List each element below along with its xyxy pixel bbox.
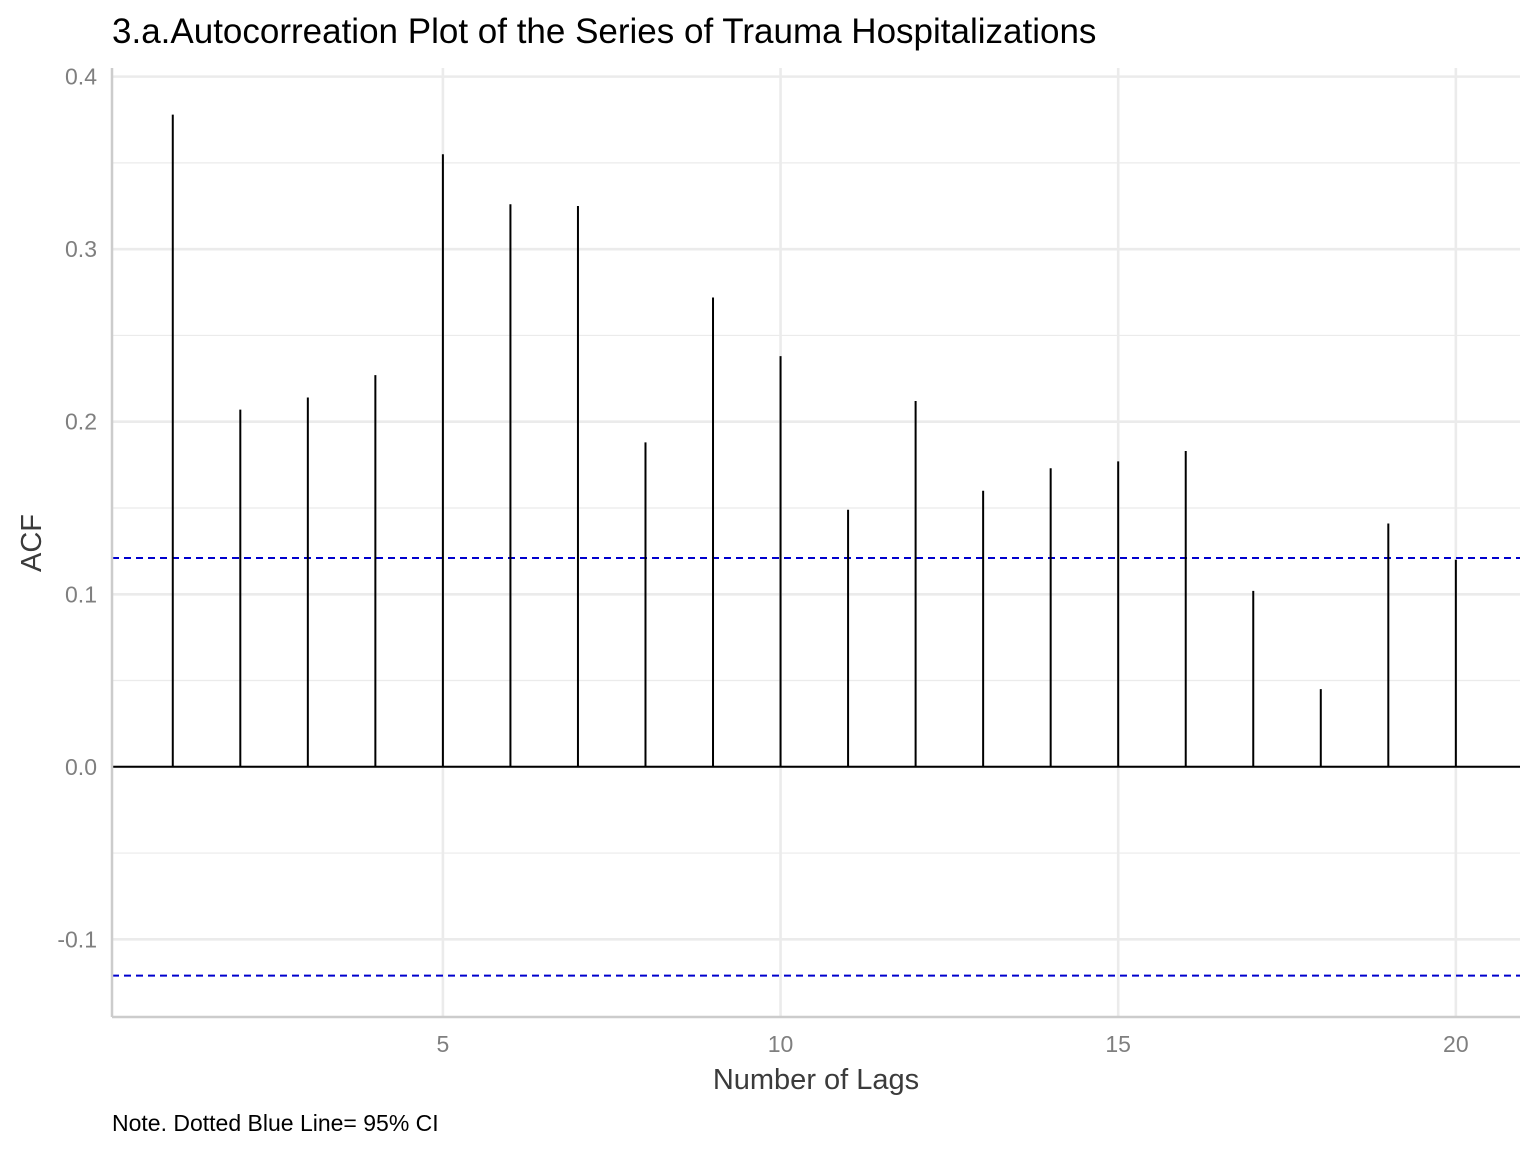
y-tick-label: 0.1 [65,581,97,607]
axes [110,68,1520,1019]
x-tick-label: 15 [1105,1031,1131,1057]
x-tick-label: 10 [768,1031,794,1057]
y-tick-label: 0.0 [65,754,97,780]
x-axis-ticks: 5 10 15 20 [436,1031,1468,1057]
acf-bars [112,114,1520,768]
y-tick-label: 0.2 [65,409,97,435]
chart-caption: Note. Dotted Blue Line= 95% CI [112,1110,439,1136]
y-tick-label: -0.1 [57,926,97,952]
chart-title: 3.a.Autocorreation Plot of the Series of… [112,12,1096,51]
x-tick-label: 20 [1443,1031,1469,1057]
gridlines [112,68,1520,1017]
y-axis-ticks: -0.1 0.0 0.1 0.2 0.3 0.4 [57,64,97,953]
y-tick-label: 0.4 [65,64,97,90]
y-tick-label: 0.3 [65,236,97,262]
x-tick-label: 5 [436,1031,449,1057]
confidence-interval-lines [112,557,1520,977]
y-axis-label: ACF [16,514,48,572]
x-axis-label: Number of Lags [713,1064,919,1096]
